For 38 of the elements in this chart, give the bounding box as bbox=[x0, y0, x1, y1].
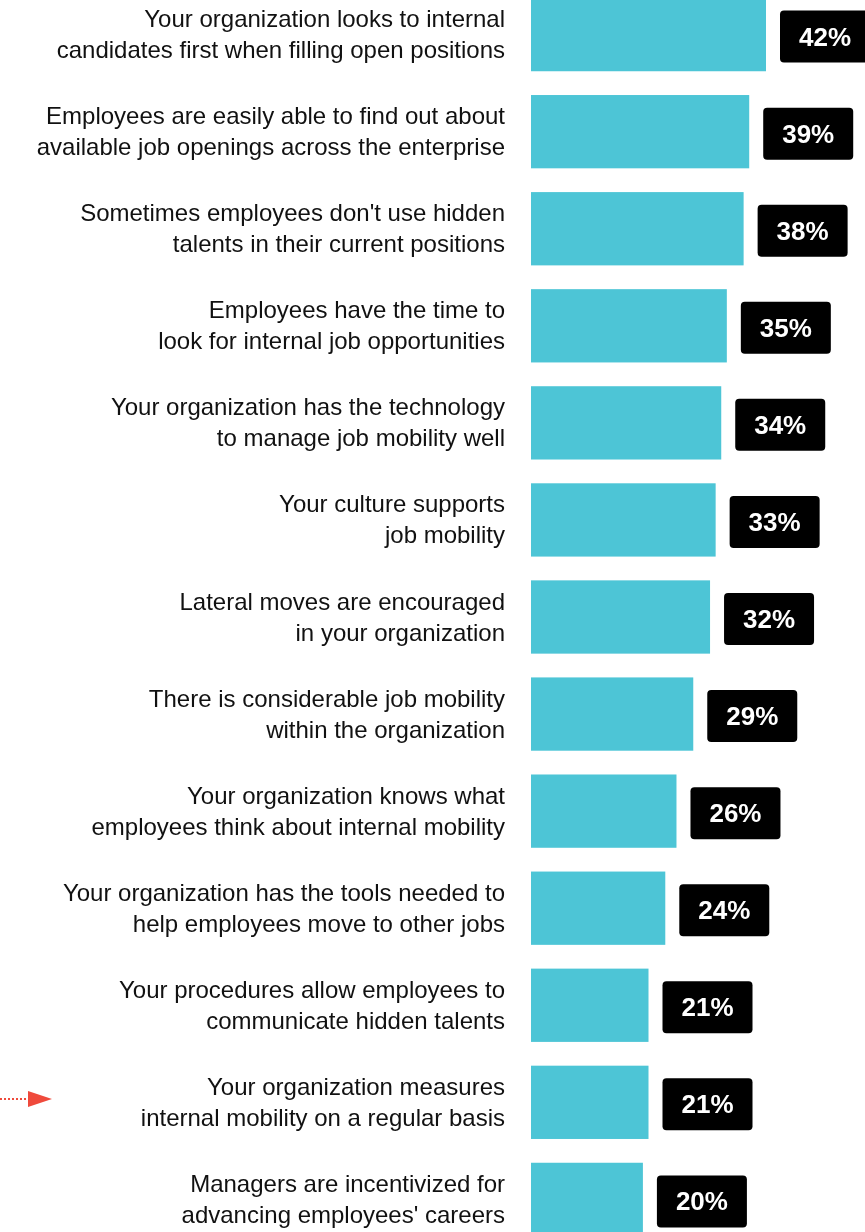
y-tick-label: Your organization has the technology to manage job mobility well bbox=[110, 393, 505, 452]
y-tick-label: Your organization has the tools needed to help employees move to other jobs bbox=[62, 878, 505, 937]
data-label: 39% bbox=[782, 118, 835, 149]
data-label: 26% bbox=[709, 798, 762, 829]
y-tick-label: Lateral moves are encouraged in your organization bbox=[179, 587, 505, 646]
data-label: 42% bbox=[798, 21, 852, 52]
y-tick-label: Your organization knows what employees think about internal mobility bbox=[91, 781, 506, 840]
bar bbox=[531, 677, 694, 751]
data-label: 24% bbox=[698, 895, 751, 926]
data-label: 21% bbox=[681, 1089, 734, 1120]
bar bbox=[531, 95, 750, 169]
data-label: 32% bbox=[743, 604, 796, 634]
data-label: 29% bbox=[726, 701, 779, 732]
y-tick-label: Employees are easily able to find out about available job openings across the enterprise bbox=[36, 102, 506, 161]
bar bbox=[531, 774, 677, 848]
bar bbox=[531, 386, 722, 460]
y-tick-label: Employees have the time to look for internal job opportunities bbox=[158, 296, 505, 355]
data-label: 20% bbox=[675, 1186, 728, 1217]
bar bbox=[531, 1065, 649, 1139]
bar bbox=[531, 0, 766, 72]
data-label: 33% bbox=[748, 506, 801, 537]
y-tick-label: There is considerable job mobility within the organization bbox=[148, 684, 505, 743]
bar bbox=[531, 289, 727, 363]
bar bbox=[531, 483, 716, 557]
bar bbox=[531, 968, 649, 1042]
data-label: 21% bbox=[681, 992, 734, 1023]
bar bbox=[531, 192, 744, 266]
y-tick-label: Managers are incentivized for advancing employees' careers bbox=[181, 1169, 505, 1228]
y-tick-label: Your organization looks to internal candidates first when filling open positions bbox=[56, 5, 505, 64]
data-label: 38% bbox=[776, 215, 829, 246]
bar bbox=[531, 871, 666, 945]
data-label: 34% bbox=[754, 409, 807, 440]
y-tick-label: Your procedures allow employees to communicate hidden talents bbox=[118, 975, 505, 1034]
data-label: 35% bbox=[759, 312, 812, 343]
bar bbox=[531, 580, 711, 654]
y-tick-label: Your culture supports job mobility bbox=[279, 490, 505, 549]
y-tick-label: Your organization measures internal mobility on a regular basis bbox=[140, 1072, 505, 1131]
y-tick-label: Sometimes employees don't use hidden talents in their current positions bbox=[80, 199, 505, 258]
